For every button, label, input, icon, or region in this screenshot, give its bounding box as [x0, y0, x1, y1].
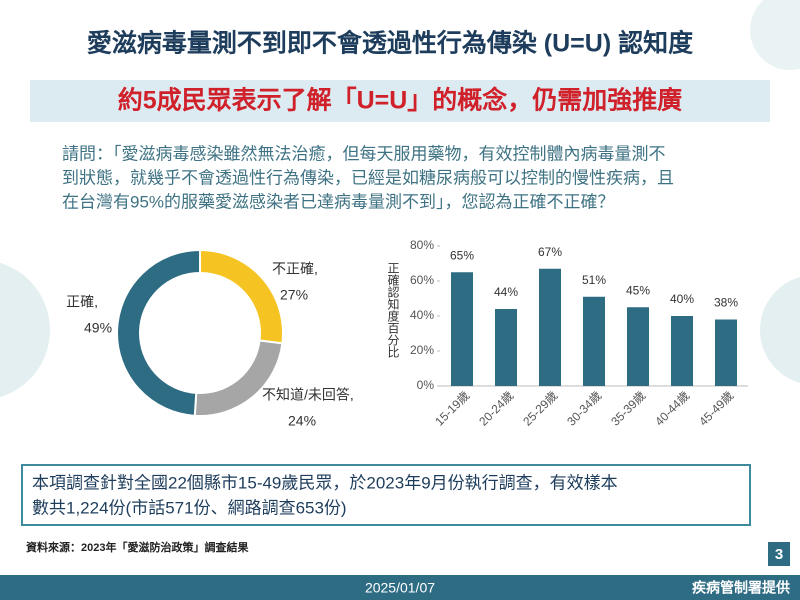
x-tick-label: 40-44歲: [652, 388, 692, 428]
note-line: 數共1,224份(市話571份、網路調查653份): [32, 498, 347, 517]
question-line: 請問：「愛滋病毒感染雖然無法治癒，但每天服用藥物，有效控制體內病毒量測不: [62, 144, 666, 163]
source: 資料來源：2023年「愛滋防治政策」調查結果: [26, 540, 248, 554]
decor: [750, 0, 800, 70]
bar: [715, 319, 737, 386]
page-number: 3: [775, 546, 783, 563]
category-label: 不知道/未回答,: [262, 387, 354, 403]
x-tick-label: 25-29歲: [520, 388, 560, 428]
footer-bar: [0, 575, 800, 600]
value-label: 45%: [626, 283, 650, 297]
value-label: 40%: [670, 292, 694, 306]
x-tick-label: 15-19歲: [432, 388, 472, 428]
value-label: 51%: [582, 273, 606, 287]
bar: [583, 296, 605, 386]
bar: [671, 316, 693, 386]
bar: [495, 309, 517, 386]
category-label: 正確,: [66, 294, 98, 310]
value-label: 65%: [450, 248, 474, 262]
bar: [539, 268, 561, 386]
value-label: 24%: [288, 413, 316, 429]
y-axis-label: 正確認知度百分比: [386, 262, 400, 359]
page-number-box: [768, 542, 790, 566]
bar: [451, 272, 473, 386]
title: 愛滋病毒量測不到即不會透過性行為傳染 (U=U) 認知度: [87, 29, 693, 58]
subtitle: 約5成民眾表示了解「U=U」的概念，仍需加強推廣: [118, 86, 683, 115]
y-tick-label: 0%: [417, 378, 435, 392]
donut-segment: [193, 339, 284, 417]
subtitle-box: [30, 80, 770, 122]
x-tick-label: 30-34歲: [564, 388, 604, 428]
donut-segment: [116, 248, 201, 417]
value-label: 44%: [494, 285, 518, 299]
x-tick-label: 20-24歲: [476, 388, 516, 428]
value-label: 38%: [714, 296, 738, 310]
x-tick-label: 35-39歲: [608, 388, 648, 428]
y-tick-label: 60%: [410, 273, 434, 287]
value-label: 67%: [538, 245, 562, 259]
question-line: 到狀態，就幾乎不會透過性行為傳染，已經是如糖尿病般可以控制的慢性疾病，且: [62, 167, 674, 187]
provider: 疾病管制署提供: [692, 580, 790, 596]
category-label: 不正確,: [272, 261, 318, 277]
question-line: 在台灣有95%的服藥愛滋感染者已達病毒量測不到」，您認為正確不正確？: [62, 192, 615, 211]
note-box: [21, 464, 751, 526]
y-tick-label: 80%: [410, 238, 434, 252]
value-label: 49%: [84, 320, 112, 336]
y-tick-label: 40%: [410, 308, 434, 322]
value-label: 27%: [280, 287, 308, 303]
note-line: 本項調查針對全國22個縣市15-49歲民眾，於2023年9月份執行調查，有效樣本: [32, 473, 618, 492]
bar: [627, 307, 649, 386]
decor: [0, 262, 50, 398]
x-tick-label: 45-49歲: [696, 388, 736, 428]
y-tick-label: 20%: [410, 343, 434, 357]
decor: [760, 277, 800, 383]
date: 2025/01/07: [365, 580, 435, 596]
donut-segment: [199, 248, 284, 345]
